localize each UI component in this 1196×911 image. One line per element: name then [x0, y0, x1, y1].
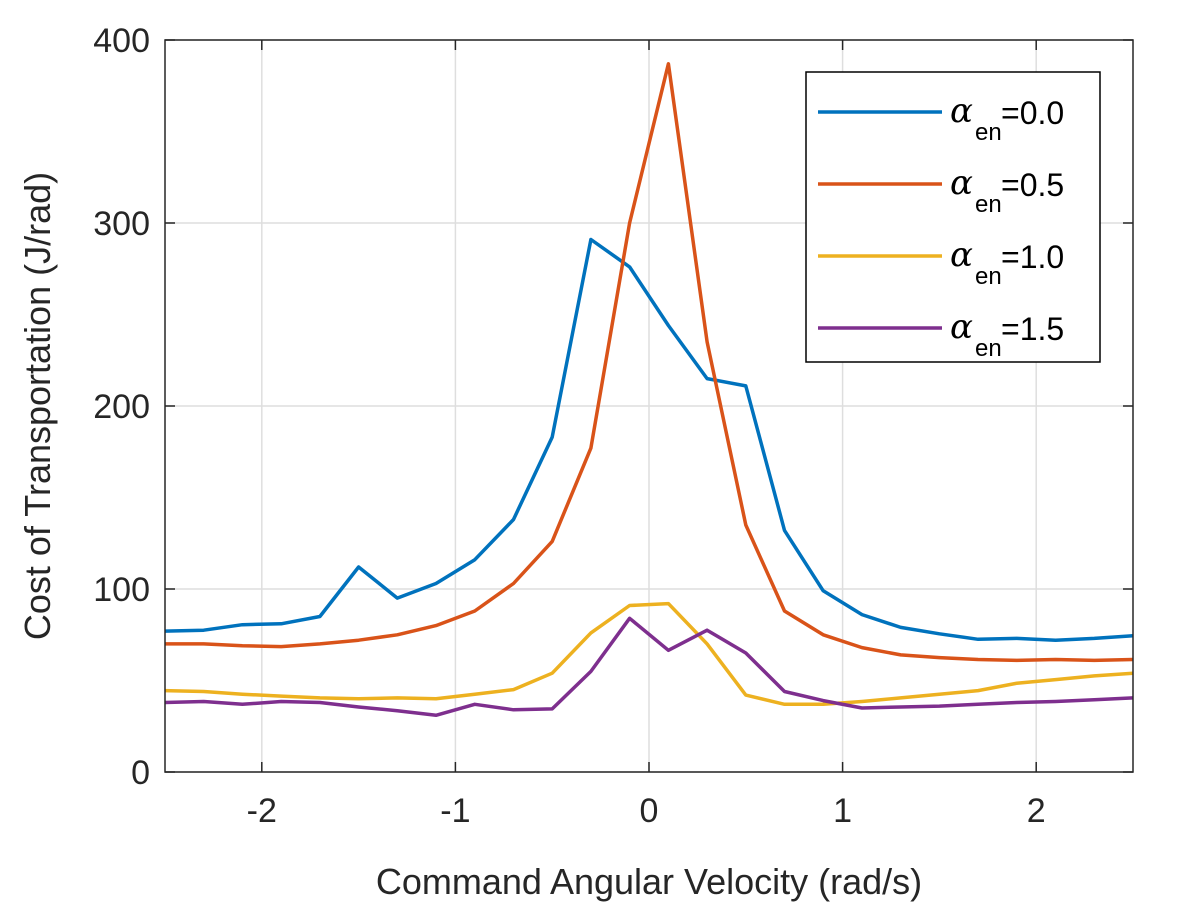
x-tick-label: 1: [833, 792, 852, 830]
y-tick-label: 100: [93, 571, 150, 609]
series-line: [164, 237, 1134, 642]
tick-labels: -2 -1 0 1 2 0 100 200 300 400: [93, 22, 1045, 830]
y-tick-label: 400: [93, 22, 150, 60]
legend-value: =1.0: [1001, 239, 1064, 275]
series-line: [165, 62, 1134, 663]
x-tick-label: 0: [640, 792, 659, 830]
y-tick-label: 200: [93, 388, 150, 426]
y-tick-label: 300: [93, 205, 150, 243]
legend-box: [805, 71, 1101, 363]
series-line: [164, 601, 1134, 707]
legend-alpha-symbol: α: [950, 91, 973, 131]
legend-subscript: en: [975, 335, 1002, 362]
series-line: [164, 616, 1134, 718]
x-tick-label: 2: [1027, 792, 1046, 830]
legend-subscript: en: [975, 191, 1002, 218]
legend-subscript: en: [975, 119, 1002, 146]
axis-ticks: [165, 39, 1133, 773]
legend-alpha-symbol: α: [950, 307, 973, 347]
legend-value: =1.5: [1001, 311, 1064, 347]
y-tick-label: 0: [131, 754, 150, 792]
x-axis-title: Command Angular Velocity (rad/s): [376, 861, 922, 902]
y-axis-title: Cost of Transportation (J/rad): [17, 172, 58, 640]
legend-subscript: en: [975, 263, 1002, 290]
legend-alpha-symbol: α: [950, 235, 973, 275]
legend-alpha-symbol: α: [950, 163, 973, 203]
series-lines: [164, 62, 1134, 718]
x-tick-label: -2: [247, 792, 277, 830]
x-tick-label: -1: [440, 792, 470, 830]
legend-value: =0.5: [1001, 167, 1064, 203]
legend-value: =0.0: [1001, 95, 1064, 131]
